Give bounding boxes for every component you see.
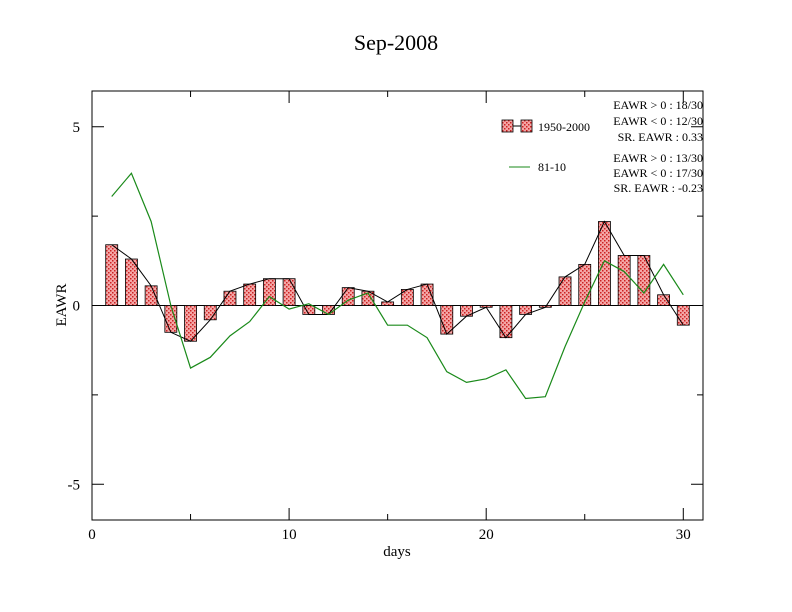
stat-line: EAWR < 0 : 17/30 [613, 166, 703, 180]
bar [617, 255, 631, 306]
x-tick-label: 10 [282, 527, 297, 543]
line-series [111, 172, 684, 400]
stat-line: EAWR > 0 : 13/30 [613, 151, 703, 165]
bar [105, 244, 119, 306]
x-tick-label: 20 [479, 527, 494, 543]
series-line-81-10 [111, 172, 684, 400]
x-tick-label: 0 [88, 527, 96, 543]
stat-line: EAWR < 0 : 12/30 [613, 114, 703, 128]
bar [578, 263, 592, 306]
y-axis-label: EAWR [54, 284, 70, 327]
bar [558, 276, 572, 306]
bar-series-1950-2000 [105, 221, 690, 342]
y-tick-label: -5 [68, 477, 81, 493]
bar [657, 294, 670, 306]
x-axis-label: days [383, 544, 411, 560]
legend-bar-swatch-right [520, 119, 533, 133]
bar [676, 305, 690, 326]
chart-title: Sep-2008 [354, 30, 438, 55]
stat-line: SR. EAWR : -0.23 [614, 181, 703, 195]
bar [322, 305, 335, 315]
bar [203, 305, 217, 321]
legend: 1950-2000 81-10 [501, 119, 590, 174]
y-tick-label: 5 [73, 120, 81, 136]
bar [223, 290, 237, 306]
bar [125, 258, 138, 306]
legend-label-1950-2000: 1950-2000 [538, 120, 590, 134]
series-line-1950-2000 [111, 220, 684, 342]
stats-annotation: EAWR > 0 : 18/30 EAWR < 0 : 12/30 SR. EA… [613, 98, 703, 195]
stat-line: SR. EAWR : 0.33 [618, 130, 703, 144]
bar [282, 278, 296, 306]
y-tick-label: 0 [73, 299, 81, 315]
legend-bar-swatch-left [501, 119, 514, 133]
legend-label-81-10: 81-10 [538, 160, 566, 174]
axis-ticks: 0 10 20 30 5 0 -5 [68, 91, 703, 543]
stat-line: EAWR > 0 : 18/30 [613, 98, 703, 112]
x-tick-label: 30 [676, 527, 691, 543]
bar [243, 283, 257, 306]
bar [184, 305, 197, 342]
